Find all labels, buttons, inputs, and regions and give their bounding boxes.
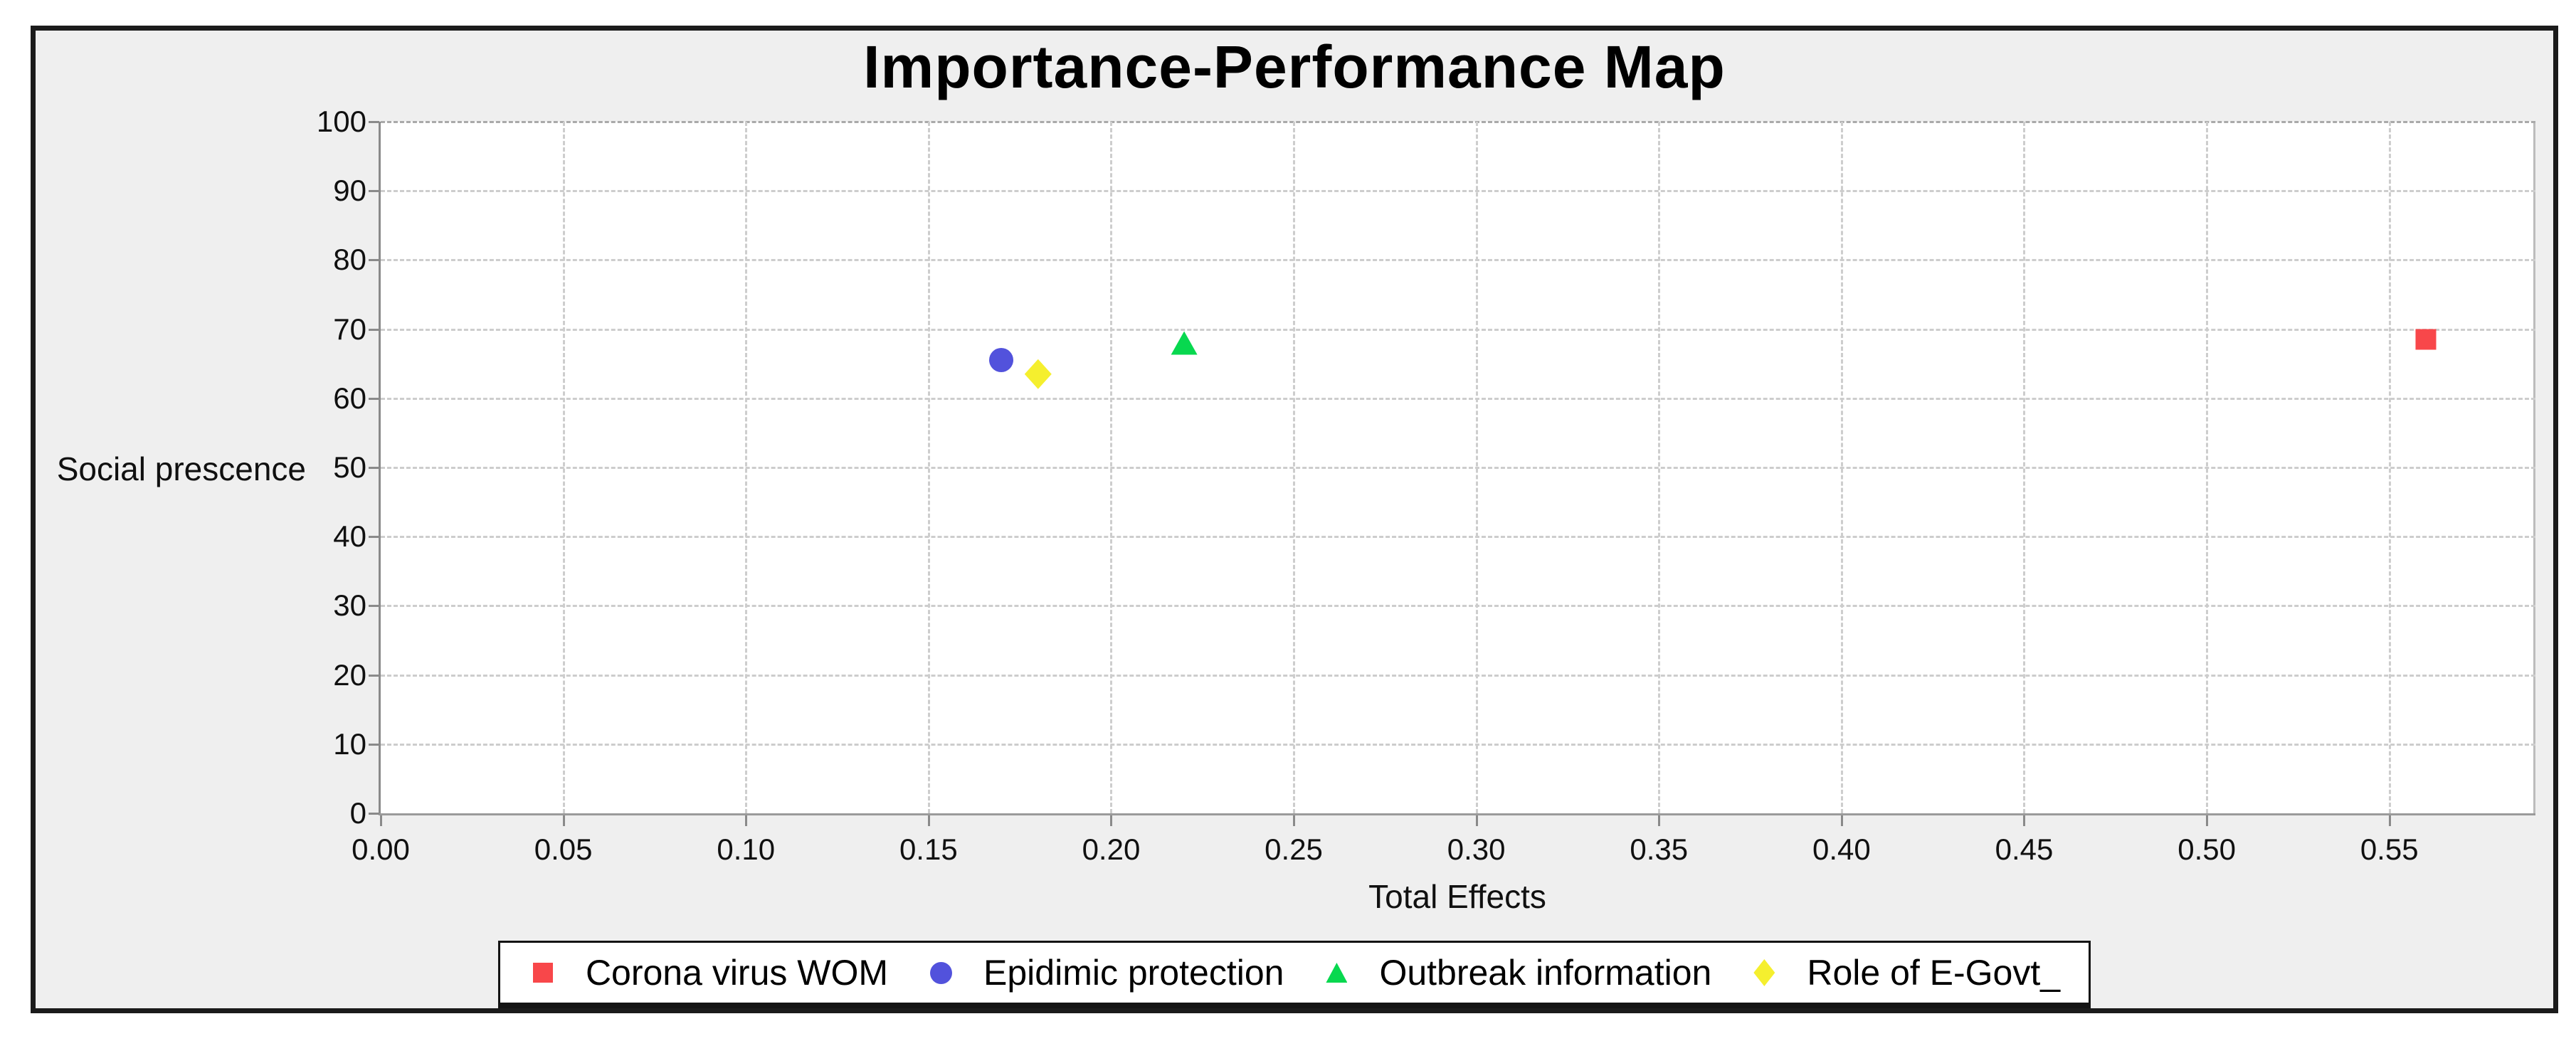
- y-axis-title: Social prescence: [56, 450, 306, 487]
- y-axis-tick: [369, 328, 379, 331]
- x-axis-tick: [1110, 815, 1113, 826]
- legend-item: Role of E-Govt_: [1750, 952, 2060, 993]
- y-tick-label: 100: [316, 105, 366, 138]
- x-tick-label: 0.20: [1082, 833, 1141, 866]
- x-tick-label: 0.15: [899, 833, 958, 866]
- y-axis-tick: [369, 813, 379, 815]
- y-axis-tick: [369, 605, 379, 608]
- gridline-horizontal: [381, 743, 2535, 746]
- data-point-corona-virus-wom: [2415, 329, 2437, 350]
- y-axis-line: [379, 122, 381, 815]
- legend-item: Epidimic protection: [927, 952, 1284, 993]
- gridline-vertical: [2023, 122, 2026, 813]
- y-tick-label: 10: [333, 726, 366, 761]
- x-tick-label: 0.05: [534, 833, 593, 866]
- gridline-vertical: [745, 122, 748, 813]
- y-tick-label: 80: [333, 243, 366, 277]
- gridline-horizontal: [381, 536, 2535, 539]
- gridline-vertical: [562, 122, 565, 813]
- gridline-horizontal: [381, 605, 2535, 608]
- x-axis-tick: [562, 815, 565, 826]
- x-axis-tick: [2023, 815, 2026, 826]
- x-axis-tick: [927, 815, 930, 826]
- gridline-vertical: [2206, 122, 2209, 813]
- x-tick-label: 0.30: [1447, 833, 1506, 866]
- y-axis-tick: [369, 397, 379, 400]
- diamond-marker-icon: [1750, 957, 1778, 988]
- gridline-horizontal: [381, 467, 2535, 469]
- x-axis-tick: [1658, 815, 1661, 826]
- gridline-horizontal: [381, 190, 2535, 193]
- y-axis-tick: [369, 467, 379, 469]
- square-marker-shape: [532, 963, 553, 983]
- y-tick-label: 20: [333, 657, 366, 692]
- y-tick-label: 50: [333, 450, 366, 484]
- x-tick-label: 0.50: [2178, 833, 2236, 866]
- gridline-vertical: [1840, 122, 1843, 813]
- y-axis-tick: [369, 121, 379, 123]
- x-axis-tick: [745, 815, 748, 826]
- x-axis-tick: [380, 815, 382, 826]
- gridline-vertical: [1293, 122, 1296, 813]
- y-axis-tick: [369, 259, 379, 262]
- y-tick-label: 30: [333, 588, 366, 623]
- circle-marker-shape: [929, 961, 952, 984]
- x-tick-label: 0.10: [717, 833, 776, 866]
- legend-item: Corona virus WOM: [529, 952, 888, 993]
- plot-area: [381, 121, 2535, 813]
- legend-item: Outbreak information: [1322, 952, 1711, 993]
- triangle-marker-icon: [1322, 957, 1351, 988]
- gridline-vertical: [1475, 122, 1478, 813]
- legend-label: Corona virus WOM: [585, 953, 889, 993]
- chart-title: Importance-Performance Map: [863, 33, 1726, 100]
- triangle-marker-shape: [1326, 963, 1348, 983]
- gridline-horizontal: [381, 259, 2535, 262]
- gridline-vertical: [2388, 122, 2391, 813]
- x-axis-tick: [1293, 815, 1296, 826]
- x-tick-label: 0.00: [352, 833, 410, 866]
- y-axis-tick: [369, 674, 379, 677]
- data-point-epidimic-protection: [989, 348, 1014, 373]
- y-tick-label: 90: [333, 174, 366, 208]
- y-tick-label: 60: [333, 381, 366, 415]
- gridline-horizontal: [381, 674, 2535, 677]
- x-tick-label: 0.25: [1265, 833, 1323, 866]
- legend-label: Epidimic protection: [983, 953, 1284, 993]
- legend-label: Role of E-Govt_: [1807, 953, 2061, 993]
- x-tick-label: 0.35: [1630, 833, 1689, 866]
- y-tick-label: 40: [333, 519, 366, 554]
- gridline-vertical: [1658, 122, 1661, 813]
- legend: Corona virus WOM Epidimic protection Outbr…: [31, 941, 2558, 1008]
- x-axis-tick: [2206, 815, 2209, 826]
- y-axis-tick: [369, 190, 379, 193]
- x-axis-tick: [1475, 815, 1478, 826]
- gridline-vertical: [927, 122, 930, 813]
- x-tick-label: 0.55: [2360, 833, 2419, 866]
- legend-label: Outbreak information: [1379, 953, 1712, 993]
- x-axis-line: [379, 813, 2535, 815]
- circle-marker-icon: [927, 957, 955, 988]
- square-marker-icon: [529, 957, 557, 988]
- y-axis-tick: [369, 536, 379, 539]
- gridline-horizontal: [381, 328, 2535, 331]
- x-axis-tick: [1840, 815, 1843, 826]
- legend-box: Corona virus WOM Epidimic protection Outbr…: [497, 941, 2091, 1008]
- diamond-marker-shape: [1753, 959, 1775, 986]
- x-tick-label: 0.40: [1812, 833, 1871, 866]
- gridline-vertical: [1110, 122, 1113, 813]
- y-tick-label: 0: [349, 796, 366, 830]
- x-tick-label: 0.45: [1995, 833, 2054, 866]
- y-tick-label: 70: [333, 312, 366, 346]
- gridline-horizontal: [381, 121, 2535, 123]
- y-axis-tick: [369, 743, 379, 746]
- x-axis-title: Total Effects: [1368, 878, 1546, 915]
- gridline-horizontal: [381, 397, 2535, 400]
- x-axis-tick: [2388, 815, 2391, 826]
